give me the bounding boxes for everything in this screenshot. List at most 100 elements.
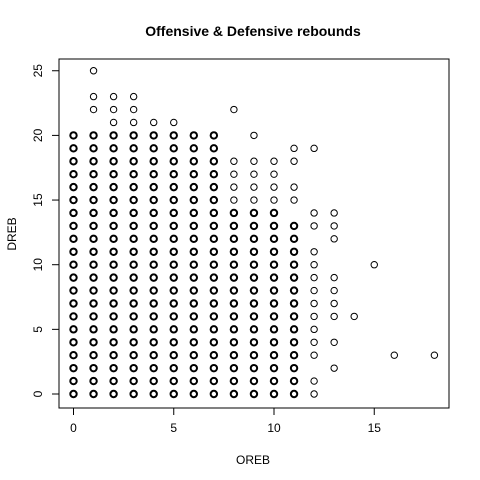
data-point <box>169 338 178 347</box>
data-point <box>209 273 219 282</box>
data-point <box>69 234 78 244</box>
data-point <box>129 105 138 114</box>
data-point <box>269 286 279 295</box>
data-point <box>269 338 279 347</box>
data-point <box>230 170 238 178</box>
data-point <box>209 363 219 373</box>
data-point <box>169 351 178 360</box>
data-point <box>89 325 98 334</box>
data-point <box>109 286 118 295</box>
data-point <box>69 182 78 192</box>
data-point <box>109 105 118 114</box>
data-point <box>269 376 279 386</box>
data-point <box>129 182 138 192</box>
data-point <box>229 221 239 231</box>
data-point <box>250 183 258 191</box>
data-point <box>249 247 259 256</box>
data-point <box>149 157 158 166</box>
data-point <box>129 312 138 321</box>
data-point <box>310 299 318 308</box>
data-point <box>209 338 219 347</box>
data-point <box>109 92 118 101</box>
data-point <box>269 325 279 334</box>
data-point <box>149 273 158 282</box>
data-point <box>109 338 118 347</box>
data-point <box>289 286 299 295</box>
data-point <box>189 144 199 153</box>
data-point <box>69 376 78 386</box>
data-point <box>310 312 318 321</box>
data-point <box>109 389 118 399</box>
data-point <box>69 286 78 295</box>
data-point <box>69 260 78 269</box>
data-point <box>289 389 299 399</box>
data-point <box>89 260 98 269</box>
data-point <box>109 312 118 321</box>
x-tick-label: 5 <box>170 421 177 435</box>
data-point <box>129 338 138 347</box>
data-point <box>310 273 318 282</box>
data-point <box>189 338 199 347</box>
data-point <box>129 273 138 282</box>
data-point <box>249 363 259 373</box>
data-point <box>69 247 78 256</box>
data-point <box>189 299 199 308</box>
data-point <box>129 376 138 386</box>
data-point <box>209 182 219 192</box>
data-point <box>129 247 138 256</box>
x-tick-label: 15 <box>368 421 382 435</box>
data-point <box>249 260 259 269</box>
data-point <box>270 196 278 204</box>
data-point <box>249 221 259 231</box>
data-point <box>269 351 279 360</box>
data-point <box>249 273 259 282</box>
data-point <box>229 338 239 347</box>
data-point <box>289 247 299 256</box>
data-point <box>310 248 318 256</box>
data-point <box>249 286 259 295</box>
data-point <box>149 169 158 179</box>
data-point <box>169 195 178 205</box>
data-point <box>69 131 78 140</box>
data-point <box>310 286 318 295</box>
data-point <box>189 363 199 373</box>
data-point <box>249 325 259 334</box>
data-point <box>149 144 158 153</box>
data-point <box>129 169 138 179</box>
data-point <box>109 131 118 140</box>
data-point <box>310 351 318 359</box>
data-point <box>189 260 199 269</box>
data-point <box>169 157 178 166</box>
data-point <box>169 389 178 399</box>
data-point <box>150 118 158 127</box>
data-point <box>109 208 118 218</box>
data-point <box>209 157 219 166</box>
x-axis: 0 5 10 15 <box>70 407 382 435</box>
data-point <box>189 351 199 360</box>
data-point <box>89 144 98 153</box>
data-point <box>269 260 279 269</box>
data-point <box>109 234 118 244</box>
data-point <box>250 157 258 165</box>
data-point <box>270 183 278 191</box>
data-point <box>69 169 78 179</box>
data-point <box>229 363 239 373</box>
data-point <box>269 234 279 244</box>
data-point <box>109 273 118 282</box>
data-point <box>230 157 238 165</box>
x-tick-label: 10 <box>267 421 281 435</box>
data-point <box>269 221 279 231</box>
data-point <box>269 363 279 373</box>
data-point <box>109 351 118 360</box>
data-point <box>249 376 259 386</box>
data-point <box>89 182 98 192</box>
data-point <box>89 195 98 205</box>
data-point <box>149 325 158 334</box>
data-point <box>129 144 138 153</box>
data-point <box>310 209 318 217</box>
data-point <box>109 195 118 205</box>
data-point <box>189 312 199 321</box>
data-point <box>89 376 98 386</box>
data-point <box>109 299 118 308</box>
data-point <box>69 157 78 166</box>
